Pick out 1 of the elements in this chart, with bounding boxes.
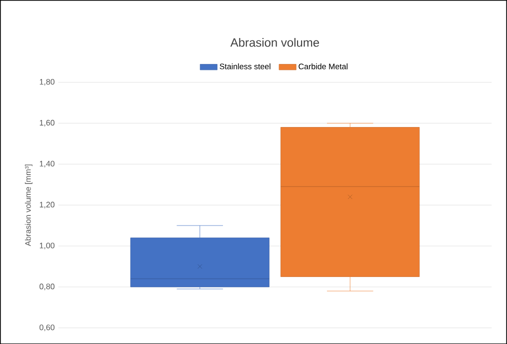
chart-title: Abrasion volume	[230, 38, 320, 47]
